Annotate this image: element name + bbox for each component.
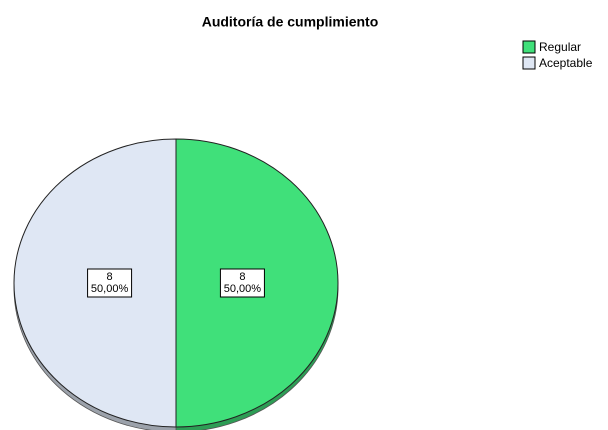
data-label-count: 8 (107, 271, 113, 283)
data-label-box (87, 268, 133, 298)
data-label: 850,00% (219, 268, 265, 298)
data-label: 850,00% (87, 268, 133, 298)
legend-swatch (522, 56, 536, 70)
data-label-count: 8 (239, 271, 245, 283)
data-label-percent: 50,00% (224, 283, 262, 295)
data-label-box (219, 268, 265, 298)
legend-label: Regular (539, 40, 581, 54)
legend-swatch (522, 40, 536, 54)
legend-label: Aceptable (539, 56, 593, 70)
chart-title: Auditoría de cumplimiento (202, 14, 379, 30)
data-label-percent: 50,00% (91, 283, 129, 295)
